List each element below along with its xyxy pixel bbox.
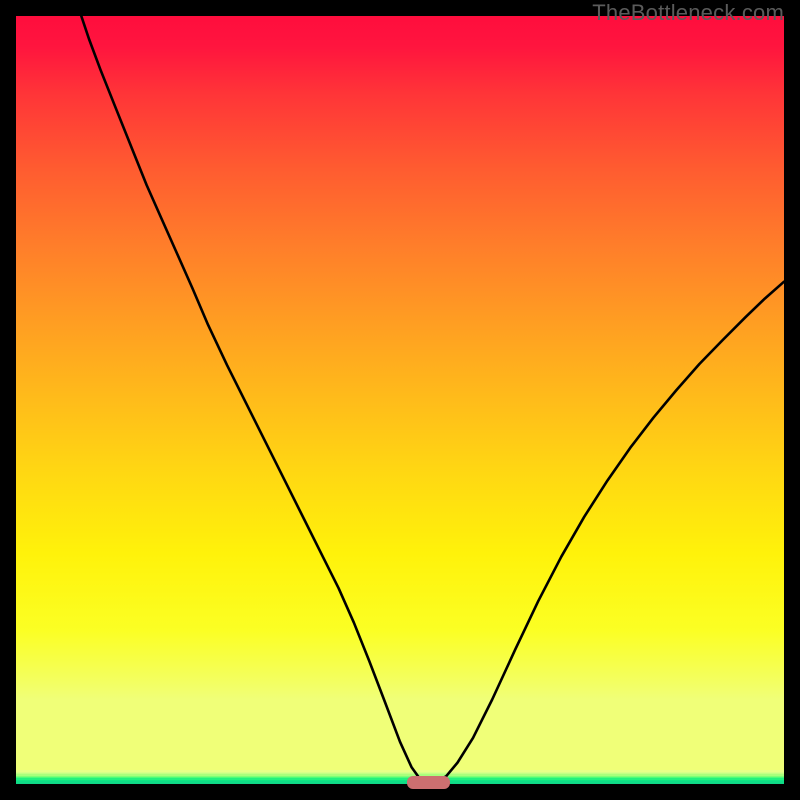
minimum-marker xyxy=(407,776,449,790)
chart-frame: TheBottleneck.com xyxy=(0,0,800,800)
watermark-text: TheBottleneck.com xyxy=(592,0,784,26)
bottleneck-curve xyxy=(16,16,784,784)
